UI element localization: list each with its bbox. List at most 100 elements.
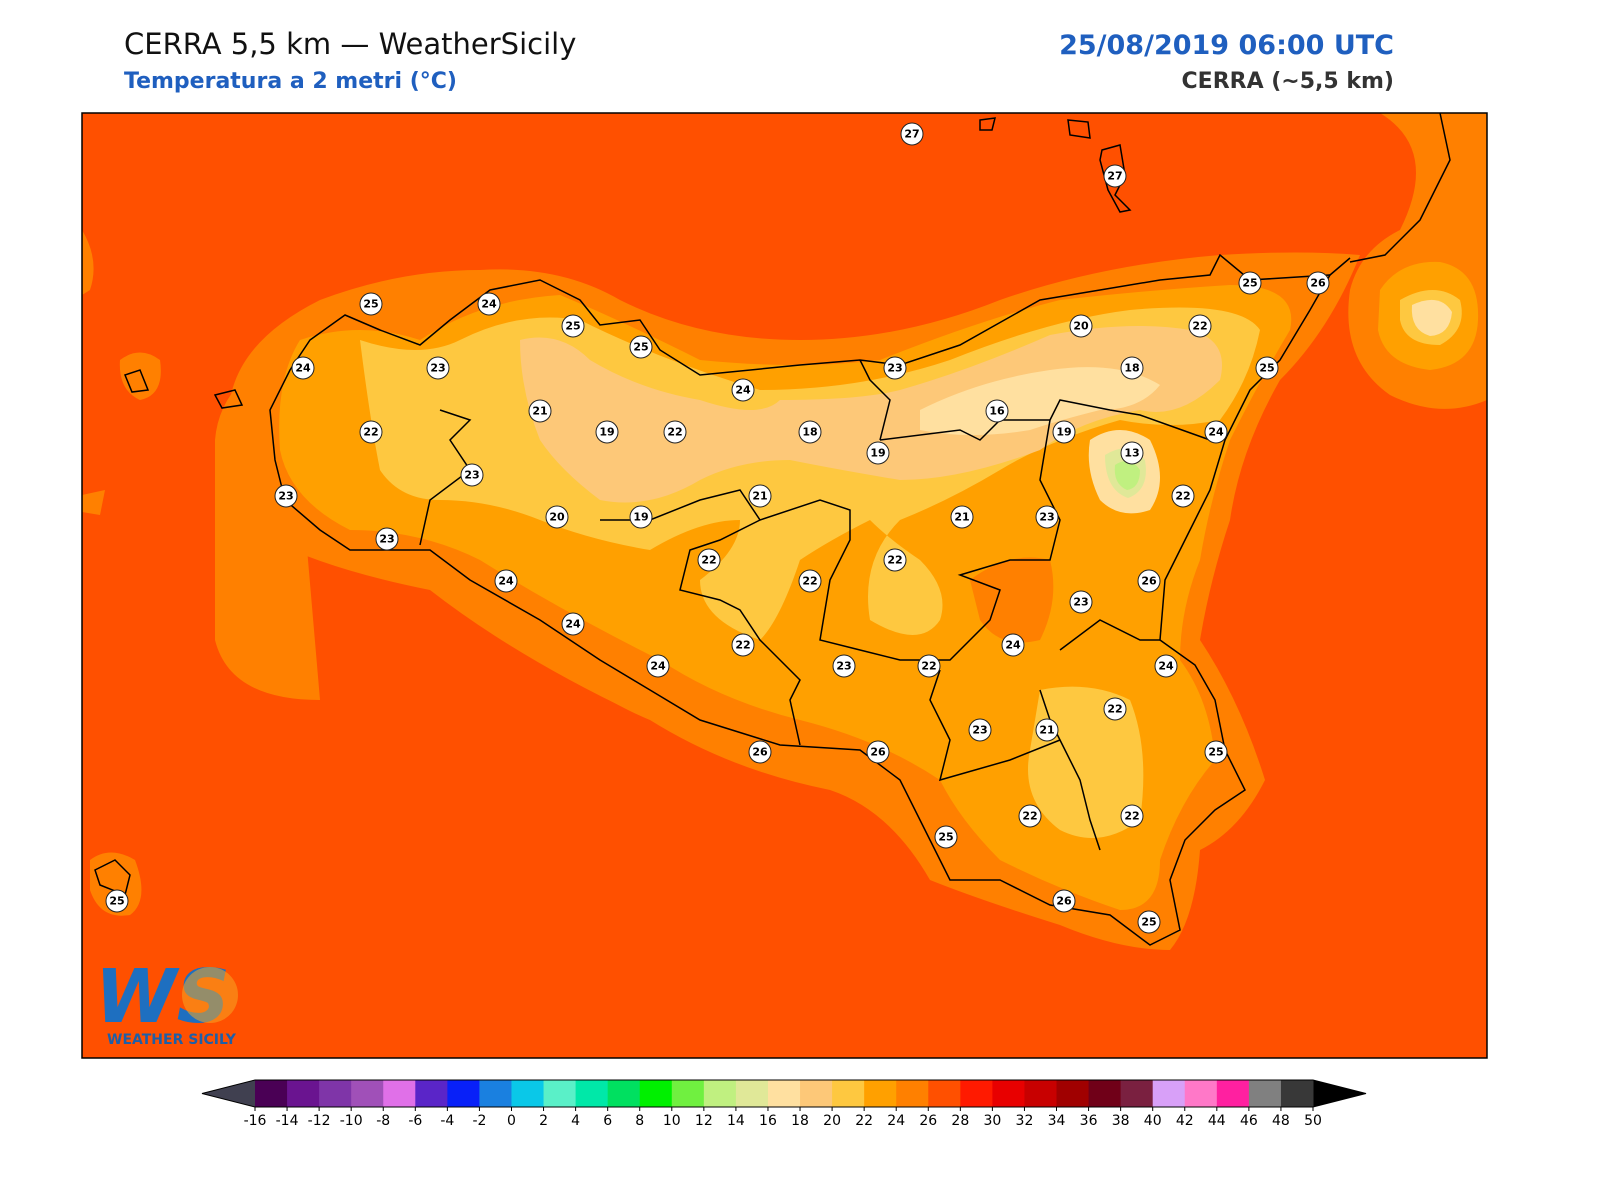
station-marker [1255, 356, 1279, 380]
station-value: 27 [904, 128, 919, 141]
station-marker [528, 399, 552, 423]
station-value: 27 [1107, 170, 1122, 183]
station-marker [900, 122, 924, 146]
colorbar-over [1313, 1080, 1366, 1107]
colorbar-outline [201, 1079, 1367, 1108]
coastline [94, 113, 1451, 946]
station-value: 13 [1124, 447, 1139, 460]
colorbar-bin [447, 1080, 480, 1107]
field-band [970, 557, 1054, 643]
colorbar-tick-label: 10 [663, 1113, 681, 1129]
colorbar-tick-label: -12 [308, 1113, 331, 1129]
colorbar-tick-label: 32 [1016, 1113, 1034, 1129]
colorbar-bin [735, 1080, 769, 1107]
station-value: 22 [735, 639, 750, 652]
station-marker [545, 505, 569, 529]
station-value: 23 [836, 660, 851, 673]
colorbar-bin [832, 1080, 865, 1107]
station-value: 25 [363, 298, 378, 311]
colorbar-tick-label: 40 [1144, 1113, 1162, 1129]
station-marker [1052, 420, 1076, 444]
station-marker [697, 548, 721, 572]
station-value: 19 [633, 511, 648, 524]
station-value: 24 [650, 660, 666, 673]
station-marker [595, 420, 619, 444]
colorbar-tick-label: -16 [244, 1113, 267, 1129]
colorbar-bin [511, 1080, 545, 1107]
station-value: 25 [109, 895, 124, 908]
station-marker [866, 441, 890, 465]
station-marker [1120, 804, 1144, 828]
map: 27 27 25 24 25 25 25 26 20 22 24 23 24 23 18 25 21 16 22 19… [81, 112, 1488, 1059]
station-value: 25 [565, 320, 580, 333]
station-marker [460, 463, 484, 487]
colorbar-tick-label: 28 [951, 1113, 969, 1129]
station-value: 16 [989, 405, 1005, 418]
station-marker [291, 356, 315, 380]
colorbar-bin [287, 1080, 320, 1107]
station-value: 24 [1005, 639, 1021, 652]
station-marker [832, 654, 856, 678]
colorbar-bin [543, 1080, 577, 1107]
colorbar-bin [1152, 1080, 1186, 1107]
colorbar-tick-label: -14 [276, 1113, 299, 1129]
station-marker [561, 612, 585, 636]
colorbar-tick-label: 0 [507, 1113, 516, 1129]
model: CERRA (~5,5 km) [1182, 69, 1394, 94]
station-value: 21 [532, 405, 547, 418]
colorbar-bin [1280, 1080, 1314, 1107]
title: CERRA 5,5 km — WeatherSicily [124, 27, 576, 61]
colorbar-tick-label: 34 [1048, 1113, 1066, 1129]
colorbar-tick-label: 42 [1176, 1113, 1194, 1129]
colorbar-tick-label: 44 [1208, 1113, 1226, 1129]
colorbar-bin [896, 1080, 929, 1107]
colorbar-tick-label: 6 [603, 1113, 612, 1129]
station-value: 23 [430, 362, 445, 375]
station-marker [274, 484, 298, 508]
station-value: 24 [498, 575, 514, 588]
colorbar-tick-label: -4 [440, 1113, 454, 1129]
station-value: 26 [1056, 895, 1072, 908]
logo-text: WEATHER SICILY [107, 1032, 237, 1048]
colorbar: -16 -14 -12 -10 -8 -6 -4 -2 0 2 4 6 8 10 12 14 16 18 20 22 2… [201, 1079, 1367, 1129]
station-value: 26 [752, 746, 768, 759]
station-value: 22 [667, 426, 682, 439]
datetime: 25/08/2019 06:00 UTC [1059, 30, 1394, 61]
station-marker [1103, 164, 1127, 188]
station-value: 24 [481, 298, 497, 311]
field-band [1114, 461, 1140, 490]
station-marker [1052, 889, 1076, 913]
station-value: 22 [701, 554, 716, 567]
colorbar-bin [255, 1080, 288, 1107]
station-marker [561, 314, 585, 338]
station-value: 18 [802, 426, 817, 439]
station-marker [646, 654, 670, 678]
station-value: 24 [565, 618, 581, 631]
colorbar-tick-label: 20 [823, 1113, 841, 1129]
colorbar-bin [383, 1080, 416, 1107]
station-marker [359, 292, 383, 316]
station-value: 23 [1039, 511, 1054, 524]
colorbar-tick-label: -10 [340, 1113, 363, 1129]
station-marker [1035, 505, 1059, 529]
colorbar-under [202, 1080, 255, 1107]
station-value: 23 [464, 469, 479, 482]
colorbar-tick-label: 4 [571, 1113, 580, 1129]
colorbar-tick-label: 18 [791, 1113, 809, 1129]
colorbar-tick-label: 22 [855, 1113, 873, 1129]
station-value: 25 [1208, 746, 1223, 759]
station-value: 24 [295, 362, 311, 375]
colorbar-bin [1184, 1080, 1218, 1107]
colorbar-bin [671, 1080, 705, 1107]
station-value: 23 [972, 724, 987, 737]
station-marker [798, 420, 822, 444]
station-value: 25 [1242, 277, 1257, 290]
station-value: 26 [1141, 575, 1157, 588]
colorbar-bin [575, 1080, 609, 1107]
field-band [90, 852, 142, 916]
station-value: 22 [1192, 320, 1207, 333]
station-marker [359, 420, 383, 444]
station-marker [1137, 910, 1161, 934]
station-marker [1137, 569, 1161, 593]
colorbar-bin [960, 1080, 993, 1107]
